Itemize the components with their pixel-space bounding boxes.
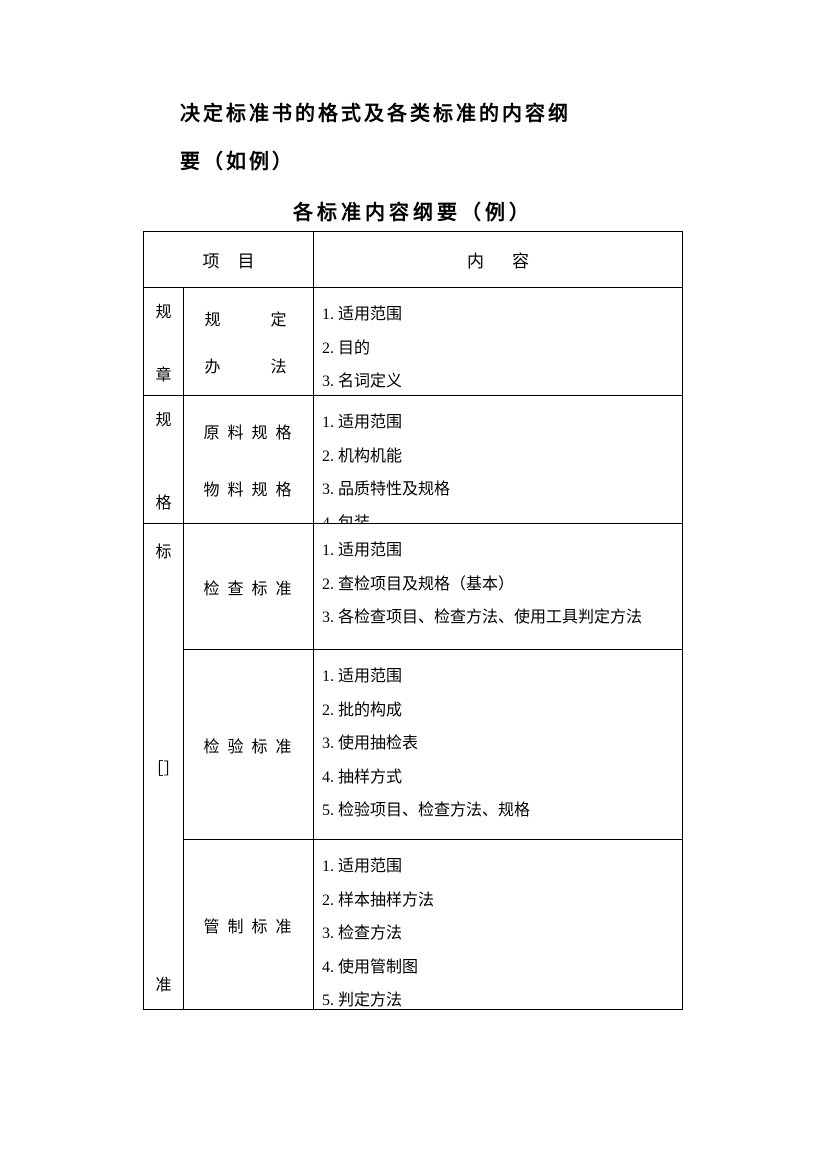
- title-line-1: 决定标准书的格式及各类标准的内容纲: [180, 90, 686, 138]
- group-regulations: 规 章 规 定 办 法 1. 适用范围2. 目的3. 名词定义: [144, 288, 682, 396]
- content-cell: 1. 适用范围2. 查检项目及规格（基本）3. 各检查项目、检查方法、使用工具判…: [314, 524, 682, 649]
- group-label-char: 规: [155, 406, 171, 430]
- content-cell: 1. 适用范围2. 目的3. 名词定义: [314, 288, 682, 395]
- group-label-standards: 标 ［］ 准: [144, 524, 184, 1009]
- group-label-regulations: 规 章: [144, 288, 184, 395]
- sub-label-stacked: 规 定 办 法: [184, 288, 314, 395]
- header-content: 内容: [314, 232, 682, 287]
- sub-label-line: 原 料 规 格: [203, 419, 293, 443]
- table-sub-row: 规 定 办 法 1. 适用范围2. 目的3. 名词定义: [184, 288, 682, 395]
- content-cell: 1. 适用范围2. 批的构成3. 使用抽检表4. 抽样方式5. 检验项目、检查方…: [314, 650, 682, 839]
- content-cell: 1. 适用范围2. 机构机能3. 品质特性及规格4. 包装: [314, 396, 682, 523]
- subtitle: 各标准内容纲要（例）: [140, 196, 686, 225]
- group-label-char: 准: [155, 971, 171, 995]
- group-label-char: 格: [155, 489, 171, 513]
- group-label-char: ［］: [147, 755, 179, 779]
- sub-label-line: 规 定: [204, 306, 292, 330]
- sub-label-stacked: 原 料 规 格 物 料 规 格: [184, 396, 314, 523]
- sub-label: 管 制 标 准: [184, 840, 314, 1009]
- group-label-char: 章: [155, 361, 171, 385]
- table-header-row: 项目 内容: [144, 232, 682, 288]
- group-label-char: 规: [155, 298, 171, 322]
- sub-label: 检 验 标 准: [184, 650, 314, 839]
- table-sub-row: 原 料 规 格 物 料 规 格 1. 适用范围2. 机构机能3. 品质特性及规格…: [184, 396, 682, 523]
- content-cell: 1. 适用范围2. 样本抽样方法3. 检查方法4. 使用管制图5. 判定方法: [314, 840, 682, 1009]
- table-sub-row: 管 制 标 准 1. 适用范围2. 样本抽样方法3. 检查方法4. 使用管制图5…: [184, 840, 682, 1009]
- table-sub-row: 检 查 标 准 1. 适用范围2. 查检项目及规格（基本）3. 各检查项目、检查…: [184, 524, 682, 650]
- sub-label-line: 物 料 规 格: [203, 476, 293, 500]
- table-sub-row: 检 验 标 准 1. 适用范围2. 批的构成3. 使用抽检表4. 抽样方式5. …: [184, 650, 682, 840]
- group-label-char: 标: [155, 538, 171, 562]
- title-line-2: 要（如例）: [180, 138, 686, 186]
- group-spec: 规 格 原 料 规 格 物 料 规 格 1. 适用范围2. 机构机能3. 品质特…: [144, 396, 682, 524]
- sub-label: 检 查 标 准: [184, 524, 314, 649]
- header-item: 项目: [144, 232, 314, 287]
- sub-label-line: 办 法: [204, 353, 292, 377]
- standards-table: 项目 内容 规 章 规 定 办 法 1. 适用范围2. 目的3. 名词定义 规 …: [143, 231, 683, 1010]
- group-label-spec: 规 格: [144, 396, 184, 523]
- group-standards: 标 ［］ 准 检 查 标 准 1. 适用范围2. 查检项目及规格（基本）3. 各…: [144, 524, 682, 1010]
